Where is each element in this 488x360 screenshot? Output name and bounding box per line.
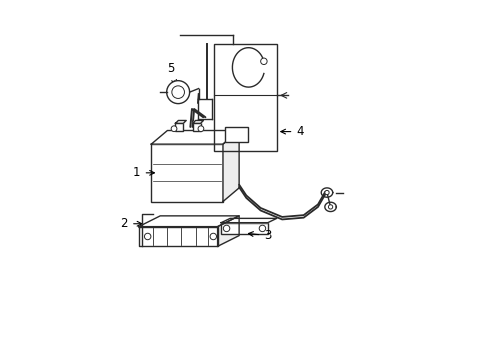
Text: 3: 3 (248, 229, 271, 242)
Polygon shape (151, 131, 239, 144)
Bar (175, 123, 183, 131)
Polygon shape (221, 219, 276, 223)
Polygon shape (175, 121, 186, 123)
Bar (214, 44, 276, 151)
Text: 4: 4 (280, 125, 303, 138)
Circle shape (198, 126, 203, 132)
Polygon shape (223, 131, 239, 202)
Circle shape (259, 225, 265, 231)
Circle shape (171, 126, 177, 132)
Circle shape (166, 81, 189, 104)
Bar (192, 123, 200, 131)
Circle shape (210, 233, 216, 240)
FancyBboxPatch shape (221, 223, 267, 234)
Circle shape (144, 233, 151, 240)
Circle shape (328, 205, 332, 209)
Bar (151, 144, 223, 202)
Bar (224, 127, 247, 142)
Text: 2: 2 (121, 217, 142, 230)
Text: 5: 5 (167, 62, 176, 85)
Polygon shape (192, 121, 203, 123)
Circle shape (223, 225, 229, 231)
Circle shape (171, 86, 184, 98)
Polygon shape (139, 226, 217, 246)
Circle shape (260, 58, 266, 64)
Circle shape (324, 190, 328, 195)
Polygon shape (217, 216, 239, 246)
Polygon shape (139, 216, 239, 226)
Text: 1: 1 (133, 166, 154, 179)
